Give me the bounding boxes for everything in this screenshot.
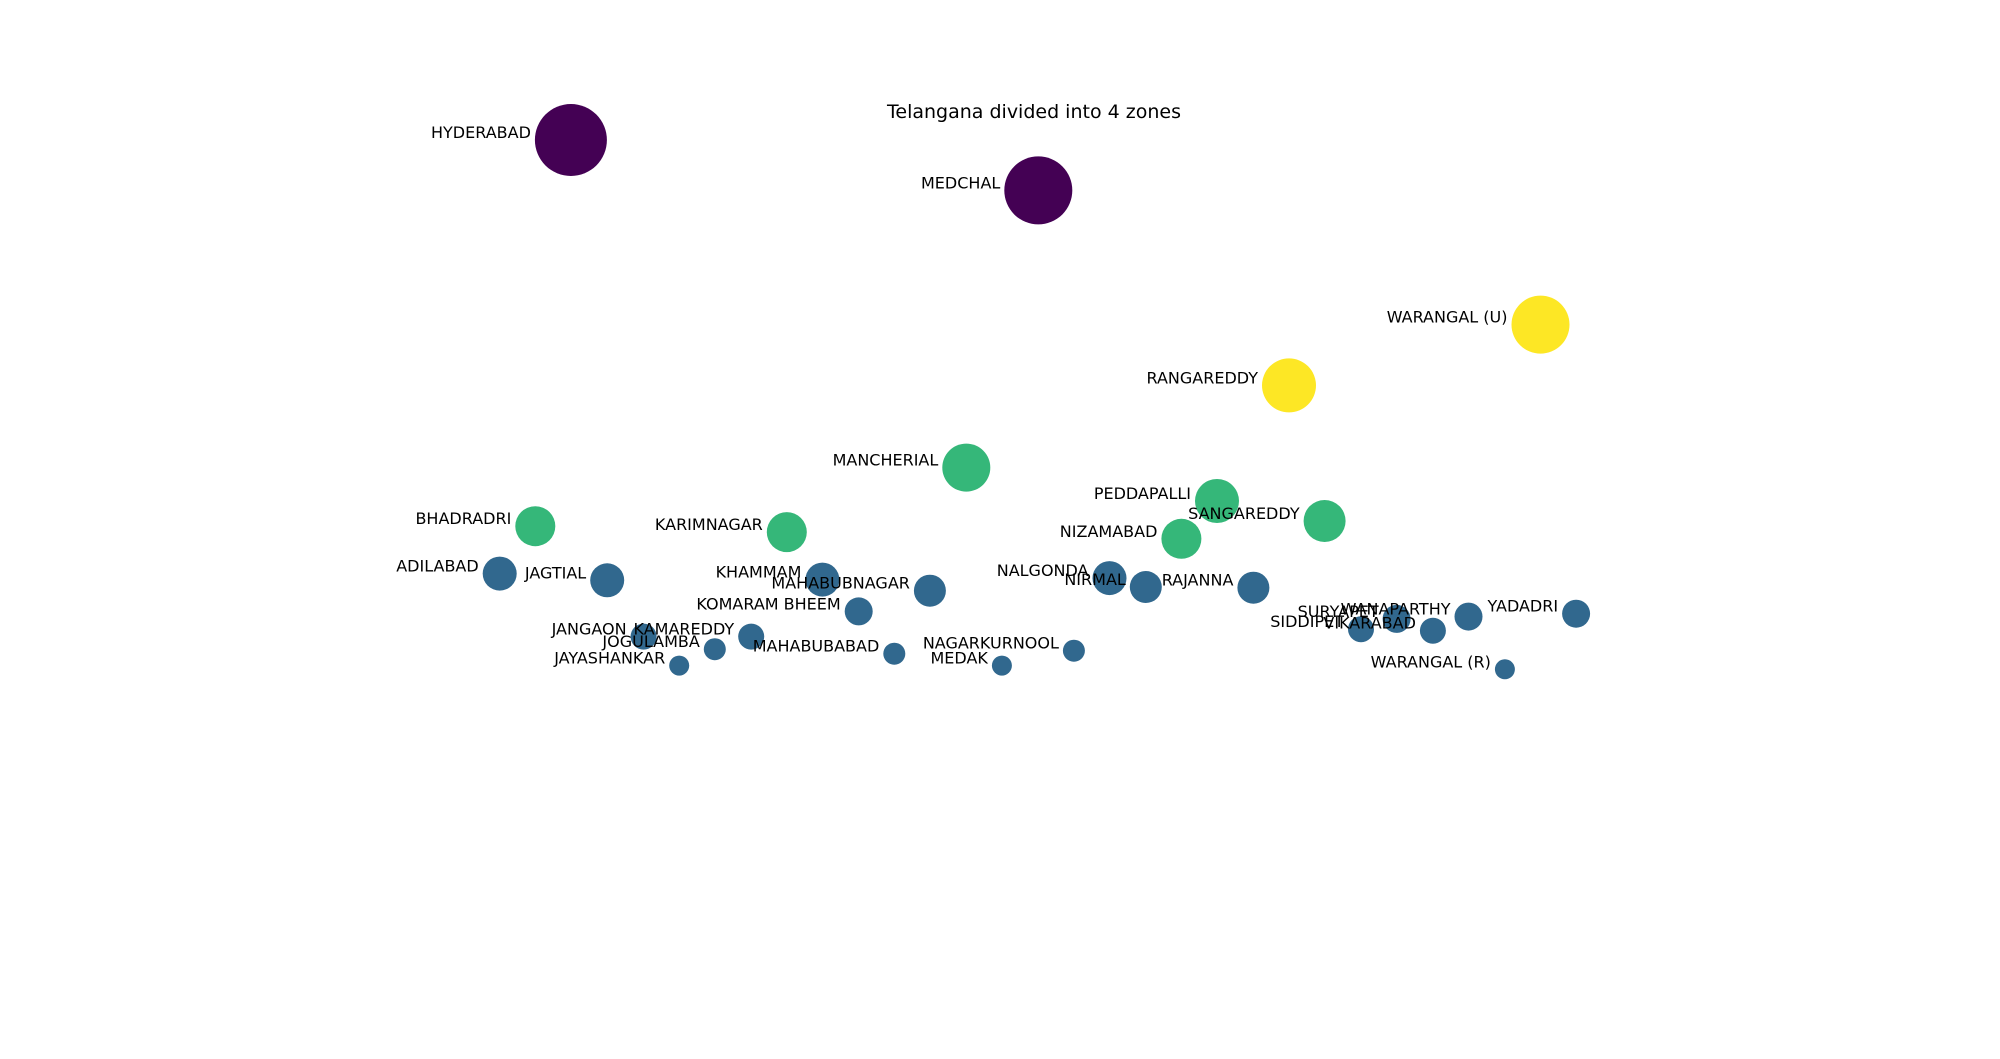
point-label-adilabad: ADILABAD — [396, 557, 478, 576]
point-komaram-bheem — [844, 597, 873, 626]
point-label-warangal-u: WARANGAL (U) — [1387, 308, 1508, 327]
point-suryapet — [1382, 604, 1411, 633]
point-label-hyderabad: HYDERABAD — [431, 123, 531, 142]
point-label-bhadradri: BHADRADRI — [415, 509, 511, 528]
point-adilabad — [482, 556, 517, 591]
point-label-peddapalli: PEDDAPALLI — [1094, 484, 1191, 503]
chart-title: Telangana divided into 4 zones — [886, 101, 1181, 123]
point-rangareddy — [1262, 358, 1316, 413]
point-label-jagtial: JAGTIAL — [524, 563, 586, 582]
point-khammam — [805, 562, 840, 597]
point-label-yadadri: YADADRI — [1486, 597, 1558, 616]
point-jayashankar — [669, 655, 690, 676]
point-nagarkurnool — [1062, 639, 1085, 662]
point-label-mahabubnagar: MAHABUBNAGAR — [771, 574, 909, 593]
point-peddapalli — [1195, 479, 1239, 523]
point-label-sangareddy: SANGAREDDY — [1188, 504, 1300, 523]
point-label-rajanna: RAJANNA — [1162, 571, 1234, 590]
point-label-jayashankar: JAYASHANKAR — [553, 649, 665, 668]
point-yadadri — [1562, 599, 1591, 628]
point-siddipet — [1348, 616, 1374, 643]
point-nirmal — [1129, 571, 1162, 603]
point-wanaparthy — [1454, 602, 1483, 631]
point-warangal-u — [1511, 295, 1570, 354]
point-vikarabad — [1419, 617, 1446, 644]
point-jangaon — [630, 623, 657, 650]
points-layer — [482, 104, 1591, 680]
point-label-karimnagar: KARIMNAGAR — [655, 515, 763, 534]
point-label-jogulamba: JOGULAMBA — [601, 632, 699, 651]
point-label-jangaon: JANGAON — [551, 620, 627, 639]
point-kamareddy — [738, 623, 765, 650]
point-warangal-r — [1494, 659, 1515, 680]
point-nalgonda — [1092, 561, 1127, 596]
point-hyderabad — [534, 104, 607, 176]
point-label-warangal-r: WARANGAL (R) — [1371, 652, 1491, 671]
point-label-mahabubabad: MAHABUBABAD — [753, 637, 880, 656]
point-rajanna — [1237, 571, 1270, 604]
point-medchal — [1004, 156, 1073, 225]
point-label-nagarkurnool: NAGARKURNOOL — [923, 634, 1059, 653]
point-medak — [991, 655, 1012, 676]
point-label-nalgonda: NALGONDA — [997, 561, 1089, 580]
point-label-nizamabad: NIZAMABAD — [1060, 522, 1158, 541]
labels-layer: HYDERABAD MEDCHAL WARANGAL (U) RANGAREDDY MA… — [396, 123, 1558, 671]
point-label-medchal: MEDCHAL — [921, 173, 1000, 192]
point-label-mancherial: MANCHERIAL — [833, 451, 939, 470]
point-bhadradri — [515, 506, 556, 547]
point-label-wanaparthy: WANAPARTHY — [1341, 600, 1451, 619]
point-label-suryapet: SURYAPET — [1298, 602, 1379, 621]
point-nizamabad — [1161, 518, 1202, 559]
point-label-vikarabad: VIKARABAD — [1323, 614, 1415, 633]
point-label-komaram-bheem: KOMARAM BHEEM — [696, 594, 840, 613]
point-karimnagar — [766, 512, 807, 553]
point-jogulamba — [703, 638, 726, 661]
point-label-rangareddy: RANGAREDDY — [1147, 368, 1259, 387]
point-jagtial — [590, 563, 625, 598]
point-label-nirmal: NIRMAL — [1064, 570, 1126, 589]
point-sangareddy — [1303, 500, 1346, 542]
point-mahabubabad — [883, 642, 906, 665]
point-label-siddipet: SIDDIPET — [1270, 612, 1344, 631]
point-label-kamareddy: KAMAREDDY — [634, 620, 735, 639]
point-mahabubnagar — [913, 574, 946, 607]
point-mancherial — [942, 443, 991, 492]
point-label-khammam: KHAMMAM — [716, 563, 802, 582]
point-label-medak: MEDAK — [931, 649, 989, 668]
